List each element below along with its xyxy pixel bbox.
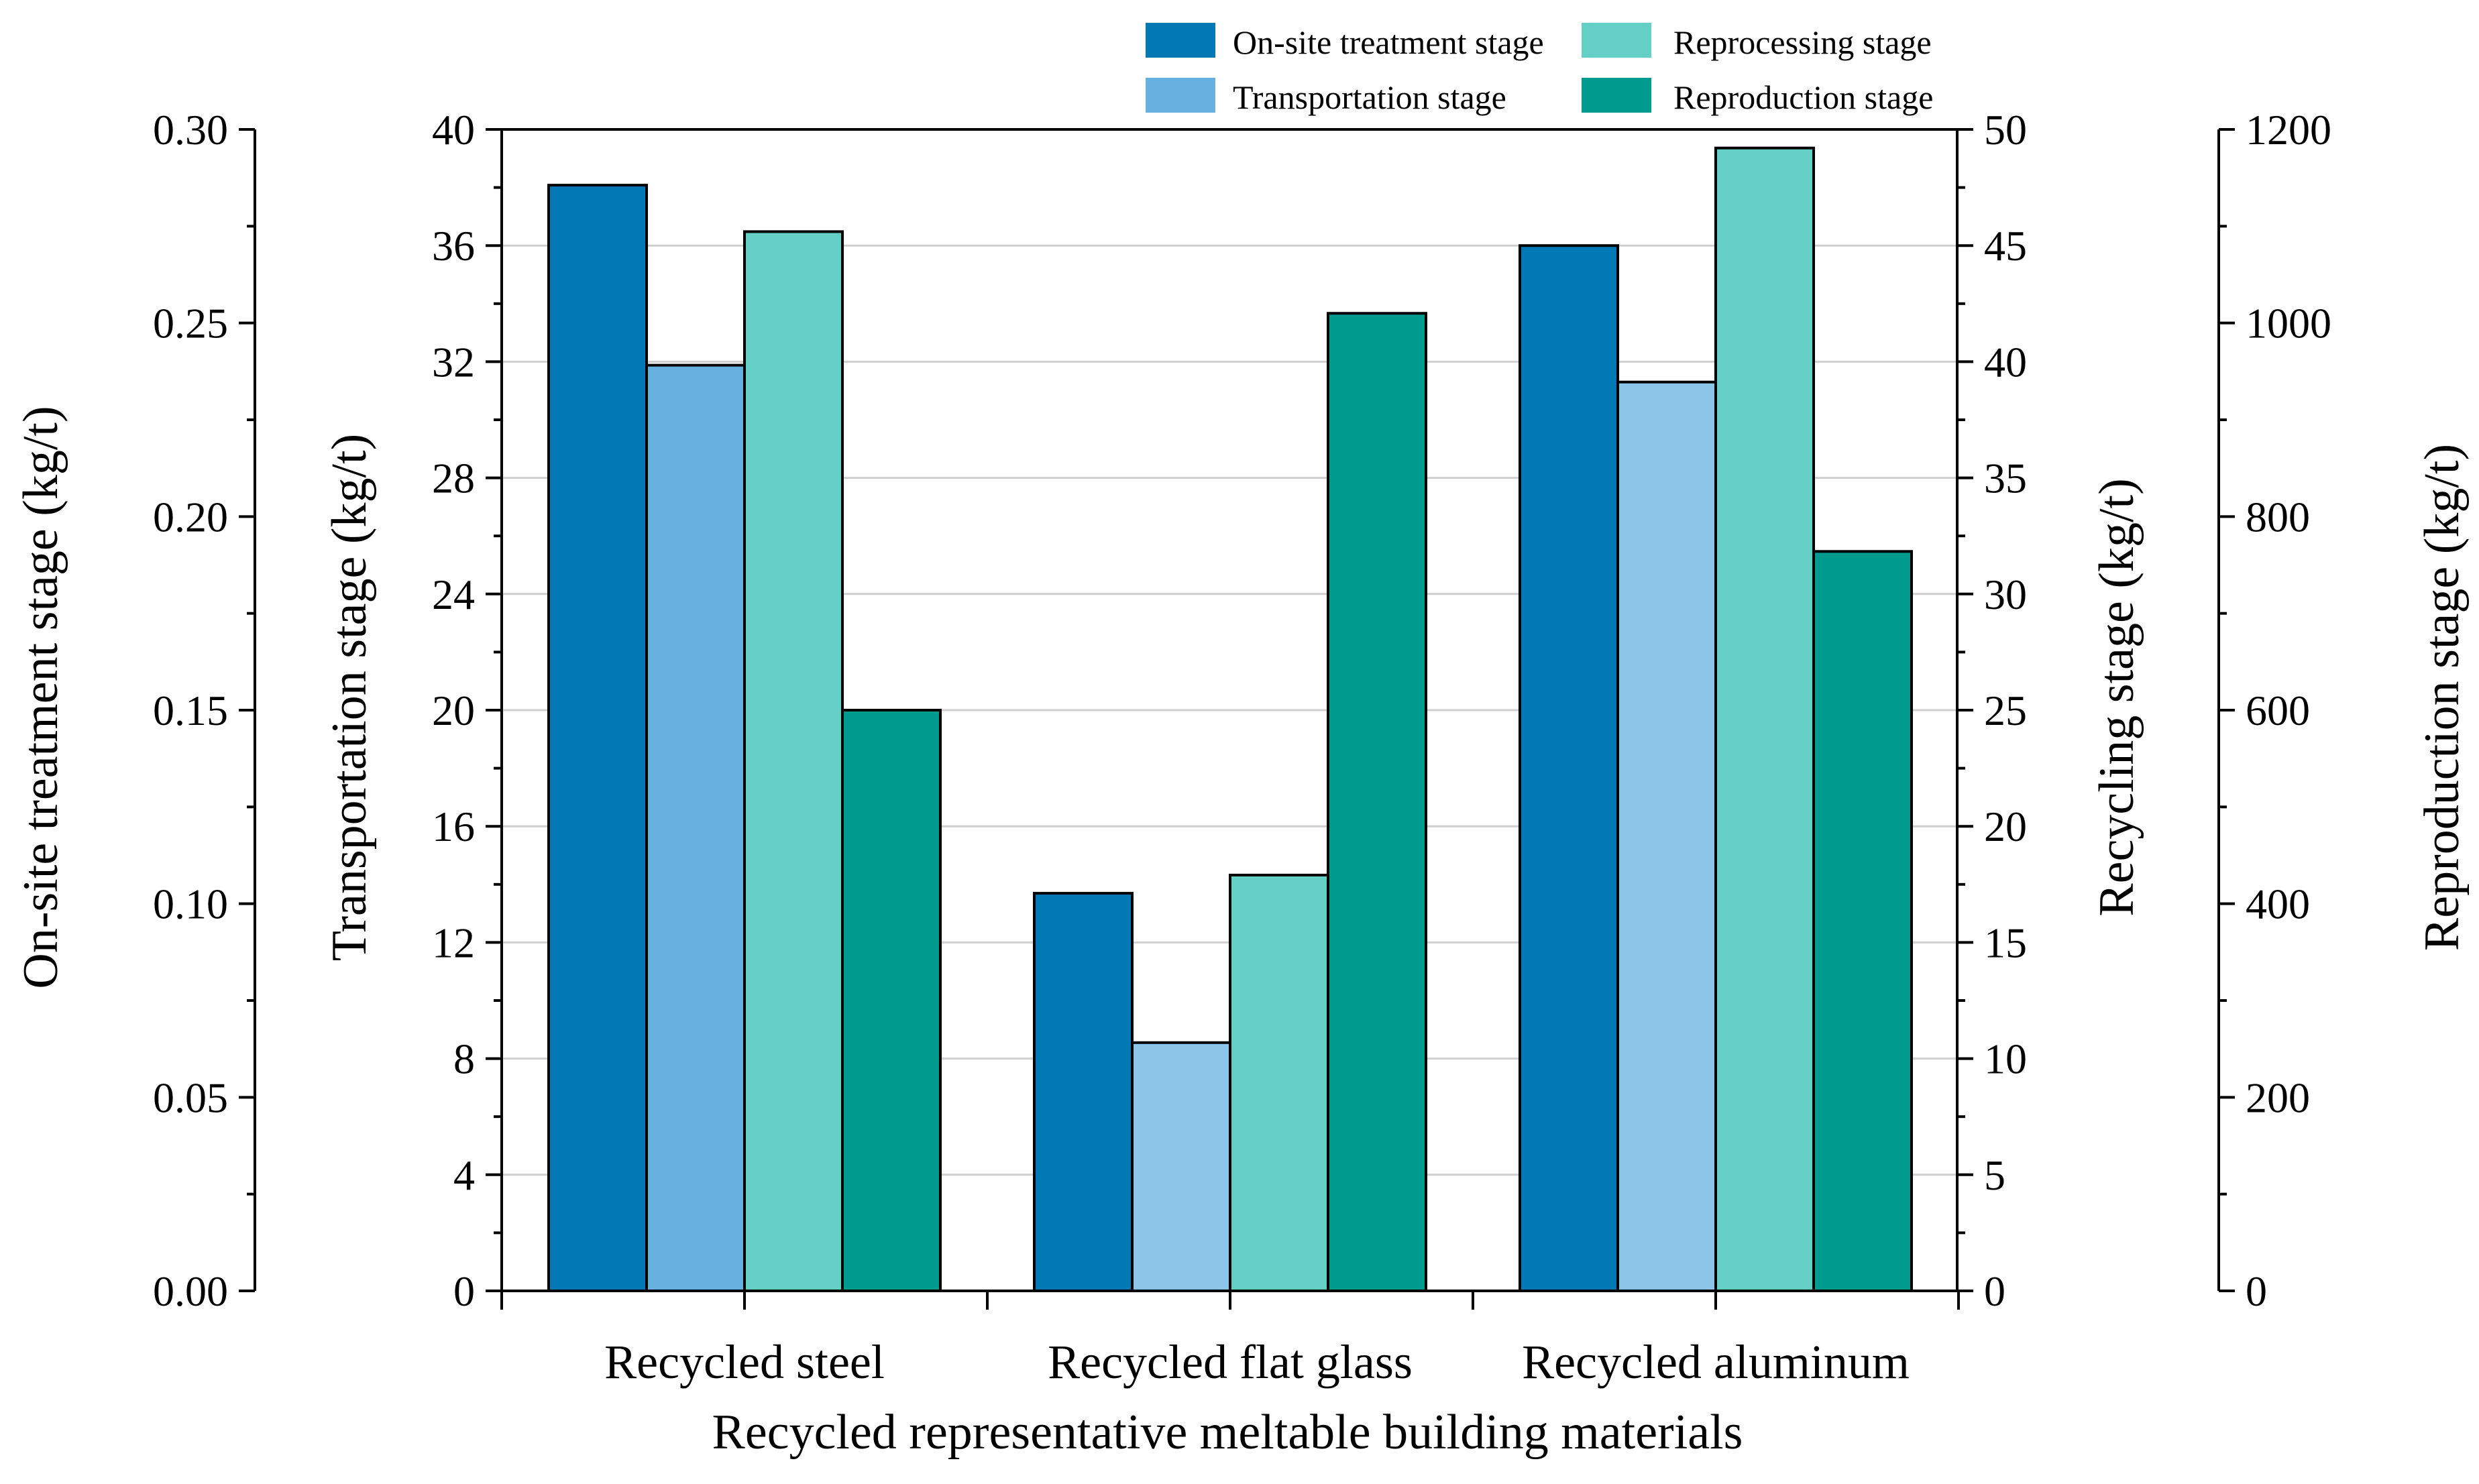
reproduction-tick-label: 0 [2246, 1267, 2267, 1315]
recycling-tick-label: 0 [1984, 1267, 2005, 1315]
legend-swatch-transport [1146, 78, 1215, 113]
recycling-axis-title: Recycling stage (kg/t) [2089, 478, 2144, 916]
legend-label-reprocessing: Reprocessing stage [1673, 23, 1932, 61]
recycling-tick-label: 50 [1984, 106, 2027, 154]
transport-tick-label: 8 [453, 1035, 475, 1083]
bar-reproduction-2 [1327, 312, 1427, 1293]
reproduction-tick-label: 800 [2246, 493, 2310, 540]
legend-label-transport: Transportation stage [1233, 78, 1506, 116]
category-label: Recycled steel [604, 1335, 885, 1389]
reproduction-tick-label: 1000 [2246, 300, 2331, 347]
transport-tick-label: 24 [432, 571, 475, 618]
onsite-tick-label: 0.25 [153, 300, 228, 347]
recycling-tick-label: 30 [1984, 571, 2027, 618]
bar-reproduction-1 [841, 709, 942, 1292]
transport-tick-label: 0 [453, 1267, 475, 1315]
transport-tick-label: 20 [432, 687, 475, 734]
onsite-tick-label: 0.10 [153, 880, 228, 928]
reproduction-tick-label: 600 [2246, 687, 2310, 734]
axes: Recycled steel Recycled flat glass Recycle… [153, 106, 2331, 1389]
reproduction-tick-label: 200 [2246, 1074, 2310, 1121]
x-axis-title: Recycled representative meltable buildin… [712, 1405, 1743, 1460]
bar-recycling-1 [743, 230, 844, 1292]
recycling-tick-label: 20 [1984, 803, 2027, 850]
bar-transport-2 [1131, 1041, 1231, 1293]
bar-reproduction-3 [1812, 550, 1913, 1292]
onsite-tick-label: 0.30 [153, 106, 228, 154]
legend-swatch-reprocessing [1582, 23, 1651, 58]
onsite-axis-title: On-site treatment stage (kg/t) [13, 406, 68, 988]
transport-tick-label: 32 [432, 338, 475, 386]
transport-axis-title: Transportation stage (kg/t) [322, 434, 377, 962]
transport-tick-label: 28 [432, 455, 475, 502]
legend: On-site treatment stage Reprocessing sta… [1146, 23, 1933, 116]
onsite-tick-label: 0.05 [153, 1074, 228, 1121]
onsite-tick-label: 0.20 [153, 493, 228, 540]
bars [547, 146, 1913, 1293]
transport-tick-label: 16 [432, 803, 475, 850]
category-label: Recycled aluminum [1522, 1335, 1910, 1389]
legend-swatch-onsite [1146, 23, 1215, 58]
recycling-tick-label: 25 [1984, 687, 2027, 734]
legend-label-onsite: On-site treatment stage [1233, 23, 1544, 61]
legend-swatch-reproduction [1582, 78, 1651, 113]
reproduction-tick-label: 1200 [2246, 106, 2331, 154]
bar-transport-3 [1616, 380, 1717, 1293]
bar-recycling-2 [1229, 873, 1329, 1292]
category-label: Recycled flat glass [1048, 1335, 1413, 1389]
reproduction-axis-title: Reproduction stage (kg/t) [2415, 444, 2470, 951]
bar-onsite-1 [547, 184, 648, 1292]
transport-tick-label: 4 [453, 1151, 475, 1199]
onsite-tick-label: 0.00 [153, 1267, 228, 1315]
reproduction-tick-label: 400 [2246, 880, 2310, 928]
transport-tick-label: 40 [432, 106, 475, 154]
recycling-tick-label: 45 [1984, 222, 2027, 270]
recycling-tick-label: 5 [1984, 1151, 2005, 1199]
transport-tick-label: 12 [432, 919, 475, 966]
recycling-tick-label: 10 [1984, 1035, 2027, 1083]
bar-transport-1 [645, 363, 746, 1293]
recycling-tick-label: 35 [1984, 455, 2027, 502]
bar-onsite-2 [1033, 892, 1134, 1292]
legend-label-reproduction: Reproduction stage [1673, 78, 1933, 116]
transport-tick-label: 36 [432, 222, 475, 270]
bar-onsite-3 [1519, 244, 1619, 1293]
recycling-tick-label: 40 [1984, 338, 2027, 386]
bar-recycling-3 [1714, 146, 1815, 1292]
onsite-tick-label: 0.15 [153, 687, 228, 734]
recycling-tick-label: 15 [1984, 919, 2027, 966]
